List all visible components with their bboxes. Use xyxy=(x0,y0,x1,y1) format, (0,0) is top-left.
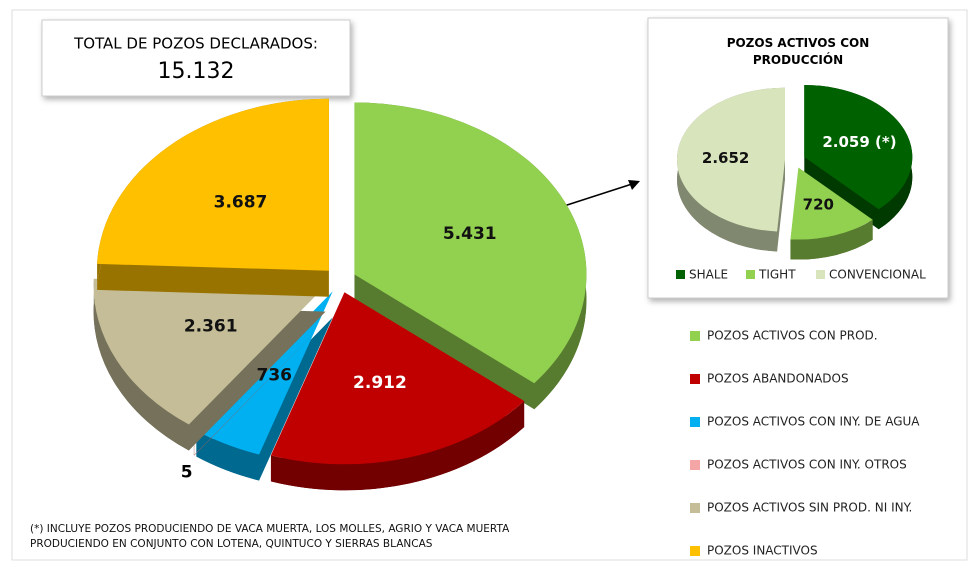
footnote: (*) INCLUYE POZOS PRODUCIENDO DE VACA MU… xyxy=(30,523,510,550)
legend-swatch xyxy=(816,270,825,279)
data-label: 5 xyxy=(181,463,193,483)
inset-title-box: POZOS ACTIVOS CON PRODUCCIÓN xyxy=(726,36,870,67)
slice xyxy=(790,167,873,240)
legend-swatch xyxy=(676,270,685,279)
slice-edge xyxy=(196,430,260,481)
legend-swatch xyxy=(690,460,700,470)
inset-title: POZOS ACTIVOS CON PRODUCCIÓN xyxy=(726,36,870,67)
slice xyxy=(677,87,786,232)
total-box xyxy=(41,19,351,97)
legend-label: POZOS ACTIVOS CON INY. OTROS xyxy=(707,458,907,472)
slice xyxy=(804,85,913,210)
slice xyxy=(93,278,326,425)
slice xyxy=(354,102,587,384)
slice-edge xyxy=(790,219,873,260)
total-title: TOTAL DE POZOS DECLARADOS: xyxy=(73,35,318,53)
data-label: 2.361 xyxy=(184,317,238,337)
legend-label: POZOS ACTIVOS CON PROD. xyxy=(707,329,878,343)
data-label: 2.652 xyxy=(702,149,749,167)
slice-side xyxy=(193,316,331,456)
legend-label: POZOS ABANDONADOS xyxy=(707,372,849,386)
legend-swatch xyxy=(690,546,700,556)
data-label: 2.059 (*) xyxy=(822,133,896,151)
data-label: 3.687 xyxy=(214,193,268,213)
data-label: 736 xyxy=(257,365,293,385)
arrow-head xyxy=(628,180,640,190)
legend-label: SHALE xyxy=(689,268,728,282)
data-label: 2.912 xyxy=(353,373,407,393)
slice xyxy=(97,98,329,271)
legend-label: CONVENCIONAL xyxy=(829,268,926,282)
data-label: 720 xyxy=(803,195,834,213)
legend-swatch xyxy=(690,331,700,341)
slice xyxy=(270,292,525,465)
total-value: 15.132 xyxy=(158,59,235,84)
legend-swatch xyxy=(690,374,700,384)
legend-label: TIGHT xyxy=(758,268,796,282)
legend-label: POZOS ACTIVOS SIN PROD. NI INY. xyxy=(707,501,912,515)
slice-edge xyxy=(270,401,525,491)
legend-swatch xyxy=(690,417,700,427)
legend-label: POZOS ACTIVOS CON INY. DE AGUA xyxy=(707,415,920,429)
data-label: 5.431 xyxy=(443,224,497,244)
legend-label: POZOS INACTIVOS xyxy=(707,544,818,558)
legend-swatch xyxy=(690,503,700,513)
slice-edge xyxy=(93,278,189,451)
legend-swatch xyxy=(746,270,755,279)
